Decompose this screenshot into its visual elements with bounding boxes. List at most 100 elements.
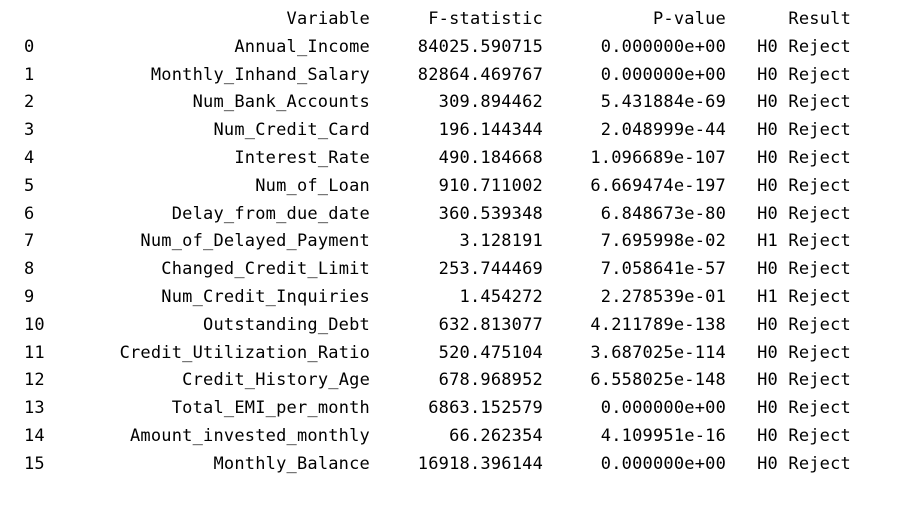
table-row: 13 Total_EMI_per_month 6863.152579 0.000000… bbox=[24, 395, 851, 423]
result-cell: H0 Reject bbox=[757, 370, 851, 391]
result-cell: H0 Reject bbox=[757, 453, 851, 474]
f-statistic-cell: 66.262354 bbox=[449, 425, 543, 446]
result-cell: H0 Reject bbox=[757, 36, 851, 57]
row-index-cell: 4 bbox=[24, 147, 35, 168]
p-value-cell: 0.000000e+00 bbox=[600, 398, 726, 419]
result-cell: H0 Reject bbox=[757, 425, 851, 446]
table-row: 15 Monthly_Balance 16918.396144 0.000000e+0… bbox=[24, 451, 851, 479]
table-row: 10 Outstanding_Debt 632.813077 4.211789e-13… bbox=[24, 312, 851, 340]
result-cell: H0 Reject bbox=[757, 342, 851, 363]
p-value-cell: 0.000000e+00 bbox=[600, 64, 726, 85]
p-value-cell: 7.695998e-02 bbox=[600, 231, 726, 252]
table-row: 11 Credit_Utilization_Ratio 520.475104 3.68… bbox=[24, 340, 851, 368]
variable-cell: Changed_Credit_Limit bbox=[161, 259, 370, 280]
f-statistic-column-header: F-statistic bbox=[428, 9, 543, 29]
table-row: 6 Delay_from_due_date 360.539348 6.848673e-… bbox=[24, 201, 851, 229]
variable-cell: Interest_Rate bbox=[234, 147, 370, 168]
f-statistic-cell: 6863.152579 bbox=[428, 398, 543, 419]
result-cell: H0 Reject bbox=[757, 147, 851, 168]
table-row: 3 Num_Credit_Card 196.144344 2.048999e-44 H0… bbox=[24, 117, 851, 145]
variable-cell: Delay_from_due_date bbox=[171, 203, 370, 224]
result-cell: H0 Reject bbox=[757, 398, 851, 419]
variable-cell: Amount_invested_monthly bbox=[129, 425, 370, 446]
table-row: 9 Num_Credit_Inquiries 1.454272 2.278539e-0… bbox=[24, 284, 851, 312]
p-value-cell: 1.096689e-107 bbox=[590, 147, 726, 168]
row-index-cell: 15 bbox=[24, 453, 45, 474]
result-cell: H0 Reject bbox=[757, 314, 851, 335]
f-statistic-cell: 3.128191 bbox=[459, 231, 543, 252]
f-statistic-cell: 309.894462 bbox=[438, 92, 543, 113]
result-column-header: Result bbox=[788, 9, 851, 29]
table-row: 5 Num_of_Loan 910.711002 6.669474e-197 H0 Re… bbox=[24, 173, 851, 201]
header-row: Variable F-statistic P-value Result bbox=[24, 6, 851, 34]
row-index-cell: 11 bbox=[24, 342, 45, 363]
results-table: Variable F-statistic P-value Result 0 Ann… bbox=[24, 6, 851, 479]
result-cell: H0 Reject bbox=[757, 259, 851, 280]
row-index-cell: 5 bbox=[24, 175, 35, 196]
table-row: 0 Annual_Income 84025.590715 0.000000e+00 H0… bbox=[24, 34, 851, 62]
table-row: 12 Credit_History_Age 678.968952 6.558025e-… bbox=[24, 367, 851, 395]
f-statistic-cell: 632.813077 bbox=[438, 314, 543, 335]
f-statistic-cell: 910.711002 bbox=[438, 175, 543, 196]
row-index-cell: 14 bbox=[24, 425, 45, 446]
row-index-cell: 12 bbox=[24, 370, 45, 391]
f-statistic-cell: 1.454272 bbox=[459, 286, 543, 307]
p-value-cell: 0.000000e+00 bbox=[600, 453, 726, 474]
variable-cell: Num_Bank_Accounts bbox=[192, 92, 370, 113]
row-index-cell: 8 bbox=[24, 259, 35, 280]
row-index-cell: 1 bbox=[24, 64, 35, 85]
table-row: 8 Changed_Credit_Limit 253.744469 7.058641e… bbox=[24, 256, 851, 284]
result-cell: H0 Reject bbox=[757, 120, 851, 141]
result-cell: H1 Reject bbox=[757, 286, 851, 307]
result-cell: H0 Reject bbox=[757, 64, 851, 85]
f-statistic-cell: 360.539348 bbox=[438, 203, 543, 224]
row-index-cell: 9 bbox=[24, 286, 35, 307]
row-index-cell: 2 bbox=[24, 92, 35, 113]
index-column-header bbox=[24, 6, 70, 34]
row-index-cell: 7 bbox=[24, 231, 35, 252]
variable-cell: Outstanding_Debt bbox=[203, 314, 370, 335]
p-value-cell: 6.848673e-80 bbox=[600, 203, 726, 224]
row-index-cell: 10 bbox=[24, 314, 45, 335]
table-body: 0 Annual_Income 84025.590715 0.000000e+00 H0… bbox=[24, 34, 851, 479]
row-index-cell: 0 bbox=[24, 36, 35, 57]
p-value-cell: 2.278539e-01 bbox=[600, 286, 726, 307]
result-cell: H0 Reject bbox=[757, 92, 851, 113]
p-value-cell: 6.558025e-148 bbox=[590, 370, 726, 391]
table-row: 14 Amount_invested_monthly 66.262354 4.1099… bbox=[24, 423, 851, 451]
table-row: 2 Num_Bank_Accounts 309.894462 5.431884e-69… bbox=[24, 89, 851, 117]
result-cell: H1 Reject bbox=[757, 231, 851, 252]
f-statistic-cell: 520.475104 bbox=[438, 342, 543, 363]
f-statistic-cell: 16918.396144 bbox=[417, 453, 543, 474]
variable-cell: Num_of_Delayed_Payment bbox=[140, 231, 370, 252]
p-value-cell: 6.669474e-197 bbox=[590, 175, 726, 196]
p-value-cell: 2.048999e-44 bbox=[600, 120, 726, 141]
p-value-column-header: P-value bbox=[652, 9, 726, 29]
f-statistic-cell: 490.184668 bbox=[438, 147, 543, 168]
p-value-cell: 7.058641e-57 bbox=[600, 259, 726, 280]
variable-cell: Total_EMI_per_month bbox=[171, 398, 370, 419]
p-value-cell: 5.431884e-69 bbox=[600, 92, 726, 113]
variable-cell: Credit_History_Age bbox=[182, 370, 370, 391]
variable-cell: Annual_Income bbox=[234, 36, 370, 57]
variable-cell: Num_Credit_Card bbox=[213, 120, 370, 141]
variable-cell: Credit_Utilization_Ratio bbox=[119, 342, 370, 363]
f-statistic-cell: 84025.590715 bbox=[417, 36, 543, 57]
f-statistic-cell: 678.968952 bbox=[438, 370, 543, 391]
row-index-cell: 6 bbox=[24, 203, 35, 224]
table-row: 4 Interest_Rate 490.184668 1.096689e-107 H0 … bbox=[24, 145, 851, 173]
p-value-cell: 0.000000e+00 bbox=[600, 36, 726, 57]
variable-column-header: Variable bbox=[286, 9, 370, 29]
result-cell: H0 Reject bbox=[757, 203, 851, 224]
variable-cell: Monthly_Inhand_Salary bbox=[150, 64, 370, 85]
variable-cell: Num_Credit_Inquiries bbox=[161, 286, 370, 307]
f-statistic-cell: 253.744469 bbox=[438, 259, 543, 280]
row-index-cell: 3 bbox=[24, 120, 35, 141]
table-row: 1 Monthly_Inhand_Salary 82864.469767 0.0000… bbox=[24, 62, 851, 90]
f-statistic-cell: 82864.469767 bbox=[417, 64, 543, 85]
row-index-cell: 13 bbox=[24, 398, 45, 419]
p-value-cell: 4.211789e-138 bbox=[590, 314, 726, 335]
variable-cell: Monthly_Balance bbox=[213, 453, 370, 474]
p-value-cell: 4.109951e-16 bbox=[600, 425, 726, 446]
